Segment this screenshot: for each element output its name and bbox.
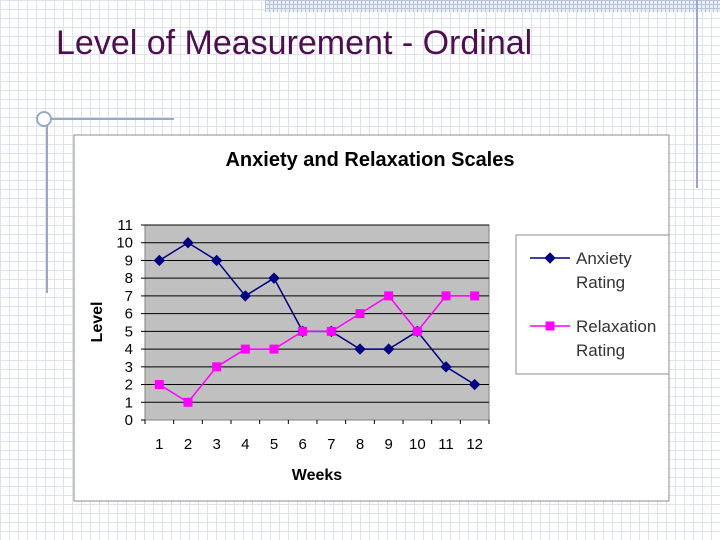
x-tick-label: 11 — [438, 436, 454, 453]
y-axis-title: Level — [89, 302, 106, 343]
x-tick-label: 12 — [466, 436, 483, 453]
y-tick-label: 9 — [125, 252, 133, 269]
data-point-relaxation — [240, 344, 250, 354]
data-point-anxiety — [153, 254, 166, 267]
data-point-anxiety — [182, 237, 194, 249]
legend-label-anxiety: Anxiety — [576, 249, 632, 268]
decorative-left-line — [46, 118, 48, 293]
legend-label-anxiety: Rating — [576, 273, 625, 292]
x-tick-label: 2 — [184, 436, 192, 453]
data-point-anxiety — [268, 272, 280, 284]
x-tick-label: 1 — [155, 436, 163, 453]
y-tick-label: 11 — [117, 217, 133, 234]
decorative-left-hline — [46, 118, 174, 120]
slide-title: Level of Measurement - Ordinal — [56, 24, 533, 62]
x-tick-label: 5 — [270, 436, 278, 453]
y-tick-label: 1 — [125, 394, 133, 411]
y-tick-label: 6 — [125, 306, 133, 323]
y-tick-label: 8 — [125, 270, 133, 287]
legend-marker-relaxation — [545, 321, 555, 331]
data-point-relaxation — [154, 380, 164, 390]
x-tick-label: 3 — [212, 436, 220, 453]
decorative-right-line — [696, 0, 698, 188]
x-tick-label: 4 — [241, 436, 249, 453]
x-tick-label: 7 — [327, 436, 335, 453]
x-axis-ticks: 1 2 3 4 5 6 7 8 9 10 11 12 — [144, 420, 490, 453]
x-tick-label: 8 — [356, 436, 364, 453]
x-axis-title: Weeks — [292, 467, 343, 484]
data-point-anxiety — [440, 361, 452, 373]
data-point-anxiety — [210, 254, 223, 267]
data-point-relaxation — [212, 362, 222, 372]
decorative-top-band — [265, 0, 720, 12]
data-point-relaxation — [269, 344, 279, 354]
legend-marker-anxiety — [544, 252, 556, 264]
series-line-relaxation — [158, 294, 475, 404]
data-point-relaxation — [298, 326, 308, 336]
data-point-relaxation — [355, 309, 365, 319]
y-tick-label: 2 — [125, 377, 133, 394]
decorative-circle-icon — [36, 111, 52, 127]
legend: Anxiety Rating Relaxation Rating — [530, 249, 656, 360]
data-point-anxiety — [382, 343, 395, 355]
data-point-anxiety — [239, 290, 252, 302]
y-tick-label: 5 — [125, 323, 133, 340]
y-tick-label: 3 — [125, 359, 133, 376]
data-point-relaxation — [183, 397, 193, 407]
y-tick-label: 7 — [125, 288, 133, 305]
y-tick-label: 10 — [116, 235, 133, 252]
x-tick-label: 9 — [384, 436, 392, 453]
data-point-relaxation — [326, 326, 336, 336]
data-point-anxiety — [468, 378, 481, 391]
data-point-relaxation — [412, 326, 422, 336]
legend-label-relaxation: Rating — [576, 341, 625, 360]
x-tick-label: 10 — [409, 436, 426, 453]
data-point-anxiety — [354, 343, 366, 355]
legend-label-relaxation: Relaxation — [576, 317, 656, 336]
series-group — [153, 237, 481, 407]
y-tick-label: 4 — [125, 341, 133, 358]
chart-title: Anxiety and Relaxation Scales — [225, 149, 514, 171]
data-point-relaxation — [441, 291, 451, 301]
y-tick-label: 0 — [125, 412, 133, 429]
data-point-relaxation — [470, 291, 480, 301]
x-tick-label: 6 — [298, 436, 306, 453]
data-point-relaxation — [384, 291, 394, 301]
plot-area — [144, 224, 490, 421]
